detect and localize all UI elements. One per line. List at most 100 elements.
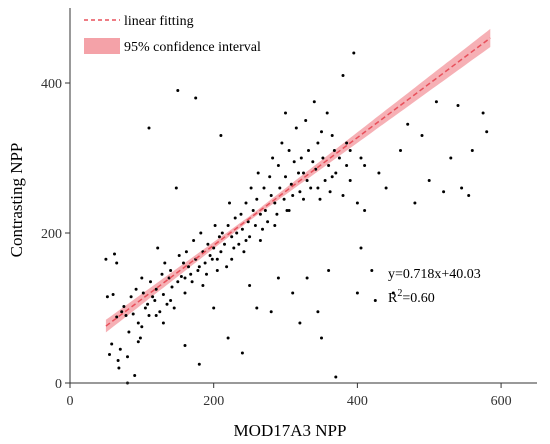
data-point xyxy=(240,227,244,231)
r-squared-text: R2=0.60 xyxy=(388,288,435,306)
data-point xyxy=(127,330,131,334)
data-point xyxy=(105,295,109,299)
data-point xyxy=(341,194,345,197)
x-tick-label: 200 xyxy=(203,394,224,409)
data-point xyxy=(205,272,208,276)
data-point xyxy=(253,224,257,227)
data-point xyxy=(456,104,460,107)
data-point xyxy=(141,291,145,295)
data-point xyxy=(359,156,363,160)
data-point xyxy=(108,353,111,356)
data-point xyxy=(140,276,144,280)
data-point xyxy=(226,336,230,340)
data-point xyxy=(328,190,332,194)
data-point xyxy=(284,175,287,179)
data-point xyxy=(320,336,323,340)
data-point xyxy=(156,246,160,250)
data-point xyxy=(302,197,305,201)
data-point xyxy=(406,122,410,126)
data-point xyxy=(287,149,291,152)
data-point xyxy=(282,197,286,201)
data-point xyxy=(427,179,431,182)
data-point xyxy=(442,190,446,194)
data-point xyxy=(248,235,252,239)
data-point xyxy=(177,254,181,257)
data-point xyxy=(307,149,310,152)
data-point xyxy=(170,285,174,289)
data-point xyxy=(215,269,219,272)
data-point xyxy=(117,366,121,370)
data-point xyxy=(116,359,120,362)
data-point xyxy=(297,171,300,175)
data-point xyxy=(242,250,246,254)
data-point xyxy=(434,100,438,104)
x-axis-title: MOD17A3 NPP xyxy=(234,421,347,440)
data-point xyxy=(246,220,250,224)
data-point xyxy=(305,179,309,182)
regression-equation: y=0.718x+40.03 xyxy=(388,267,481,282)
data-point xyxy=(244,239,248,242)
data-point xyxy=(210,257,214,261)
axes: 0 200 400 600 0 200 400 xyxy=(41,8,537,409)
data-point xyxy=(327,269,331,272)
confidence-band xyxy=(105,28,491,333)
y-axis-title: Contrasting NPP xyxy=(7,143,26,258)
data-point xyxy=(196,269,200,272)
data-point xyxy=(355,201,359,205)
data-point xyxy=(485,130,489,134)
confidence-band-layer xyxy=(105,28,491,333)
data-point xyxy=(276,276,280,280)
regression-annotation: y=0.718x+40.03 R2=0.60 xyxy=(388,267,481,306)
data-point xyxy=(138,336,142,340)
data-point xyxy=(118,347,122,351)
data-point xyxy=(280,141,284,145)
data-point xyxy=(110,342,114,346)
data-point xyxy=(208,254,212,257)
data-point xyxy=(147,314,151,317)
data-point xyxy=(225,265,229,269)
data-point xyxy=(373,299,377,302)
r-squared-value: =0.60 xyxy=(402,291,434,306)
data-point xyxy=(337,156,341,160)
data-point xyxy=(316,310,320,314)
data-point xyxy=(232,246,236,250)
y-tick-label: 200 xyxy=(41,227,62,242)
data-point xyxy=(363,164,367,167)
data-point xyxy=(248,284,252,287)
data-point xyxy=(190,280,194,284)
data-point xyxy=(470,149,474,152)
data-point xyxy=(165,302,169,306)
data-point xyxy=(183,291,187,295)
data-point xyxy=(230,257,234,261)
data-point xyxy=(113,252,116,256)
data-point xyxy=(299,156,303,160)
data-point xyxy=(158,310,162,314)
data-point xyxy=(291,291,295,295)
data-point xyxy=(316,186,320,190)
data-point xyxy=(298,190,302,194)
data-point xyxy=(273,201,277,205)
data-point xyxy=(176,280,180,284)
data-point xyxy=(172,306,176,310)
legend-fit-label: linear fitting xyxy=(124,14,194,29)
data-point xyxy=(266,220,270,224)
data-point xyxy=(377,171,381,175)
data-point xyxy=(348,149,352,152)
data-point xyxy=(206,242,210,246)
data-point xyxy=(345,164,349,167)
data-point xyxy=(271,156,275,160)
data-point xyxy=(316,141,320,145)
data-point xyxy=(230,235,234,239)
data-point xyxy=(467,194,471,197)
data-point xyxy=(223,242,226,246)
data-point xyxy=(269,310,273,314)
data-point xyxy=(311,160,315,164)
data-point xyxy=(146,302,150,306)
data-point xyxy=(174,186,178,190)
data-point xyxy=(334,171,338,175)
data-point xyxy=(330,175,334,179)
data-point xyxy=(212,306,216,310)
data-point xyxy=(309,186,313,190)
data-point xyxy=(413,201,417,205)
